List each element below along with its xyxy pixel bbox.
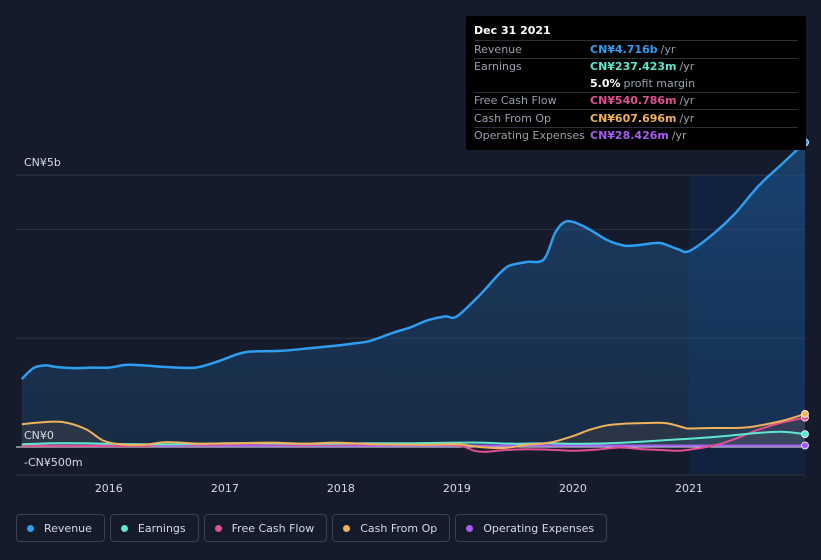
- series-end-marker: [801, 410, 809, 418]
- tooltip-date: Dec 31 2021: [474, 24, 551, 37]
- tooltip-value: CN¥28.426m: [590, 129, 669, 143]
- tooltip-value: 5.0%: [590, 76, 621, 90]
- series-line-cash-from-op: [21, 412, 806, 450]
- legend-item-earnings[interactable]: Earnings: [109, 514, 199, 542]
- revenue-area: [21, 142, 806, 447]
- series-end-marker: [801, 441, 809, 450]
- series-end-marker: [801, 430, 809, 439]
- legend-label: Earnings: [137, 521, 186, 535]
- legend-item-operating-expenses[interactable]: Operating Expenses: [455, 514, 608, 542]
- tooltip-row: Cash From Op CN¥607.696m/yr: [474, 109, 798, 127]
- tooltip-value: CN¥607.696m: [590, 111, 677, 125]
- tooltip-row: Revenue CN¥4.716b/yr: [474, 40, 798, 58]
- y-axis-bottom-label: -CN¥500m: [24, 456, 83, 469]
- x-tick-label: 2018: [327, 482, 355, 495]
- tooltip-unit: profit margin: [623, 76, 696, 90]
- tooltip-label: Earnings: [474, 60, 522, 74]
- tooltip-label: Free Cash Flow: [474, 94, 557, 108]
- legend: Revenue Earnings Free Cash Flow Cash From O…: [16, 514, 608, 542]
- tooltip: Dec 31 2021 Revenue CN¥4.716b/yr Earnings C…: [466, 16, 806, 150]
- tooltip-unit: /yr: [679, 94, 695, 108]
- legend-dot-icon: [27, 524, 34, 532]
- series-area: [21, 413, 806, 449]
- x-tick-label: 2019: [443, 482, 471, 495]
- legend-dot-icon: [120, 524, 128, 532]
- y-axis-zero-label: CN¥0: [24, 429, 54, 442]
- tooltip-value: CN¥540.786m: [590, 94, 677, 108]
- tooltip-label: Cash From Op: [474, 111, 552, 125]
- series-line-revenue: [20, 141, 806, 380]
- tooltip-unit: /yr: [679, 111, 695, 125]
- legend-dot-icon: [214, 524, 222, 532]
- legend-item-revenue[interactable]: Revenue: [16, 514, 105, 542]
- tooltip-label: Revenue: [474, 42, 522, 56]
- legend-label: Free Cash Flow: [231, 521, 315, 535]
- tooltip-unit: /yr: [660, 42, 676, 56]
- tooltip-row: 5.0% profit margin: [474, 75, 798, 92]
- x-tick-label: 2016: [95, 482, 123, 495]
- legend-dot-icon: [343, 524, 351, 532]
- legend-item-free-cash-flow[interactable]: Free Cash Flow: [203, 514, 328, 542]
- tooltip-row: Free Cash Flow CN¥540.786m/yr: [474, 91, 798, 110]
- y-axis-top-label: CN¥5b: [24, 156, 61, 169]
- legend-item-cash-from-op[interactable]: Cash From Op: [332, 514, 451, 542]
- legend-label: Operating Expenses: [483, 521, 595, 535]
- tooltip-unit: /yr: [671, 129, 687, 143]
- tooltip-label: Operating Expenses: [474, 129, 585, 143]
- tooltip-value: CN¥4.716b: [590, 42, 658, 56]
- tooltip-unit: /yr: [679, 60, 695, 74]
- legend-label: Cash From Op: [360, 521, 438, 535]
- legend-dot-icon: [466, 524, 474, 532]
- tooltip-row: Earnings CN¥237.423m/yr: [474, 57, 798, 76]
- x-tick-label: 2021: [675, 482, 703, 495]
- tooltip-value: CN¥237.423m: [590, 60, 677, 74]
- x-tick-label: 2020: [559, 482, 587, 495]
- legend-label: Revenue: [44, 521, 92, 535]
- tooltip-row: Operating Expenses CN¥28.426m/yr: [474, 126, 798, 145]
- x-tick-label: 2017: [211, 482, 239, 495]
